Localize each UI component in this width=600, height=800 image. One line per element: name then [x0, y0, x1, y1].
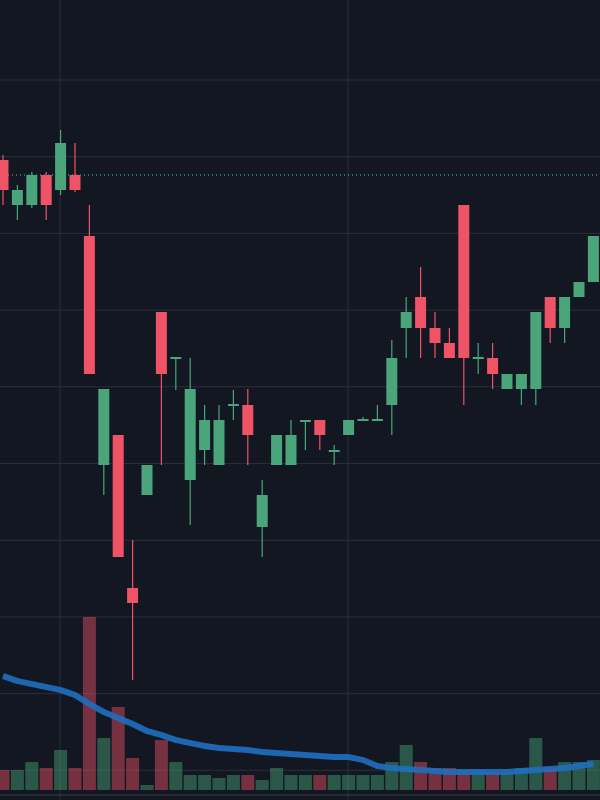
candle-body [429, 328, 441, 343]
candle-body [285, 435, 297, 465]
volume-bar [284, 775, 298, 790]
candle-body [587, 236, 599, 282]
volume-bar [500, 772, 514, 790]
candle-body [487, 358, 499, 374]
volume-bar [586, 760, 600, 790]
volume-bar [327, 775, 341, 790]
volume-bar [198, 775, 212, 790]
candle-body [271, 435, 283, 465]
candle-body [501, 374, 513, 389]
candle-body [299, 420, 311, 422]
volume-bar [241, 775, 255, 790]
candle-body [559, 297, 571, 328]
volume-bar [97, 738, 111, 790]
volume-bar [370, 775, 384, 790]
candle-body [184, 389, 196, 480]
candle-body [55, 143, 67, 190]
volume-bar [111, 707, 125, 790]
candle-body [213, 420, 225, 465]
candle-body [443, 343, 455, 358]
candle-body [112, 435, 124, 557]
volume-bar [543, 768, 557, 790]
volume-bar [154, 740, 168, 790]
candle-body [69, 175, 81, 190]
volume-bar [39, 768, 53, 790]
candle-body [371, 419, 383, 421]
volume-bar [140, 785, 154, 790]
volume-bar [68, 768, 82, 790]
volume-bar [313, 775, 327, 790]
candle-body [357, 419, 369, 421]
volume-bar [270, 768, 284, 790]
candle-body [386, 358, 398, 405]
candle-body [40, 175, 52, 205]
candle-body [400, 312, 412, 328]
candle-body [98, 389, 110, 465]
volume-bar [529, 738, 543, 790]
candle-body [26, 175, 38, 205]
volume-bar [54, 750, 68, 790]
volume-bar [169, 762, 183, 790]
candle-body [11, 190, 23, 205]
moving-average [2, 673, 594, 775]
candle-body [544, 297, 556, 328]
volume-bar [183, 775, 197, 790]
candle-body [343, 420, 355, 435]
candle-body [83, 236, 95, 374]
candle-body [458, 205, 470, 358]
candle-body [573, 282, 585, 297]
volume-bar [126, 758, 140, 790]
candle-body [515, 374, 527, 389]
volume-bar [298, 775, 312, 790]
volume-bar [356, 775, 370, 790]
candle-body [227, 404, 239, 406]
candle-body [256, 495, 268, 527]
volume-bar [226, 775, 240, 790]
volume-bar [0, 770, 10, 790]
candle-body [314, 420, 326, 435]
candle-body [530, 312, 542, 389]
candle-body [155, 312, 167, 374]
candle-body [0, 160, 9, 190]
volume-bar [414, 762, 428, 790]
candle-body [328, 450, 340, 452]
volume-bar [25, 762, 39, 790]
candle-body [127, 588, 139, 603]
candle-body [170, 357, 182, 359]
volume-bar [212, 778, 226, 790]
volume-bar [486, 772, 500, 790]
volume-bar [255, 780, 269, 790]
candle-body [242, 405, 254, 435]
candle-body [141, 465, 153, 495]
volume-bar [342, 775, 356, 790]
candle-body [199, 420, 211, 450]
candle-body [472, 357, 484, 359]
volume-bar [10, 770, 24, 790]
candle-body [415, 297, 427, 328]
